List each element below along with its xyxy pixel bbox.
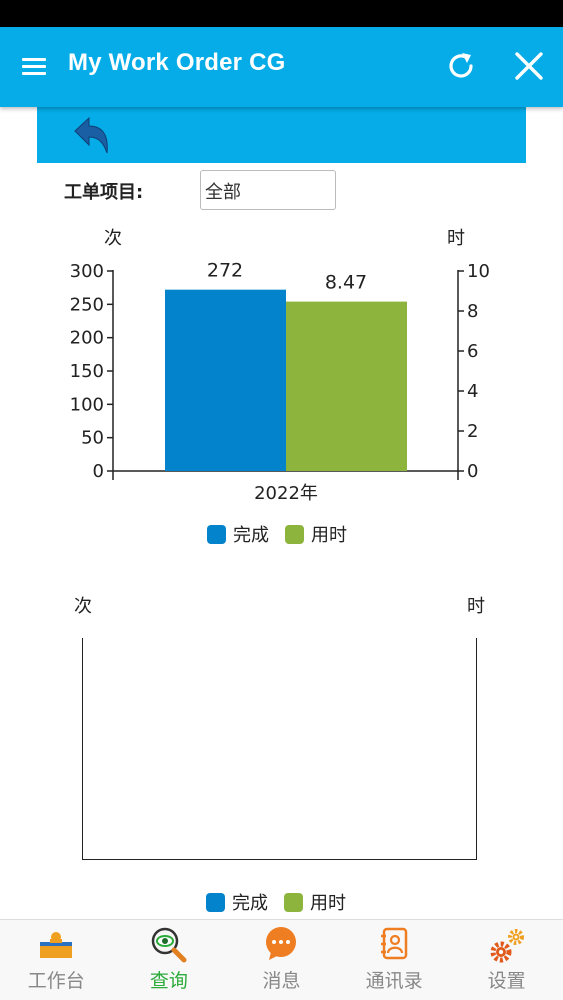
tab-search[interactable]: 查询 <box>113 920 226 1000</box>
bar-chart: 300 250 200 150 100 50 0 10 8 6 4 2 0 272 8.47 2022… <box>70 260 490 504</box>
left-tick-label: 200 <box>70 328 104 349</box>
workbench-icon <box>40 932 73 958</box>
legend-swatch-time <box>285 524 304 544</box>
bar-done-label: 272 <box>207 260 243 282</box>
menu-icon <box>22 58 46 61</box>
tab-settings[interactable]: 设置 <box>450 920 563 1000</box>
filter-label: 工单项目: <box>64 182 144 203</box>
right-tick-label: 2 <box>467 421 478 442</box>
bar-time-label: 8.47 <box>325 272 367 294</box>
right-tick-label: 4 <box>467 381 478 402</box>
category-label: 2022年 <box>254 483 318 504</box>
left-axis-unit: 次 <box>104 228 122 249</box>
app-bar: My Work Order CG <box>0 27 563 107</box>
back-button[interactable] <box>71 115 115 157</box>
status-bar <box>0 0 563 27</box>
chart1-legend: 完成 用时 <box>207 521 363 547</box>
app-title: My Work Order CG <box>68 49 286 76</box>
legend-swatch-done <box>207 524 226 544</box>
right-tick-label: 10 <box>467 261 490 282</box>
left-tick-label: 150 <box>70 361 104 382</box>
left-tick-label: 100 <box>70 394 104 415</box>
bottom-tab-bar: 工作台 查询 消息 通讯录 <box>0 919 563 1000</box>
search-eye-icon <box>151 927 187 963</box>
contacts-icon <box>381 927 408 960</box>
right-tick-label: 8 <box>467 301 478 322</box>
tab-messages[interactable]: 消息 <box>225 920 338 1000</box>
legend-item-time[interactable]: 用时 <box>285 521 347 547</box>
left-tick-label: 250 <box>70 294 104 315</box>
empty-chart-area <box>82 638 477 860</box>
tab-contacts[interactable]: 通讯录 <box>338 920 451 1000</box>
tab-workbench[interactable]: 工作台 <box>0 920 113 1000</box>
left-tick-label: 0 <box>93 461 104 482</box>
legend-swatch-time <box>284 892 303 912</box>
menu-button[interactable] <box>20 53 48 81</box>
chart2-legend: 完成 用时 <box>206 889 362 915</box>
refresh-icon <box>449 53 473 78</box>
refresh-button[interactable] <box>444 49 478 83</box>
legend-item-done[interactable]: 完成 <box>206 889 268 915</box>
legend-item-done[interactable]: 完成 <box>207 521 269 547</box>
message-icon <box>266 927 297 960</box>
legend-swatch-done <box>206 892 225 912</box>
legend-item-time[interactable]: 用时 <box>284 889 346 915</box>
bar-time <box>286 301 407 471</box>
bar-done <box>165 289 286 471</box>
right-tick-label: 6 <box>467 341 478 362</box>
project-select[interactable]: 全部 <box>200 170 336 210</box>
left-tick-label: 50 <box>81 428 104 449</box>
gear-icon <box>490 929 524 963</box>
chart2-left-axis-unit: 次 <box>74 596 92 617</box>
right-tick-label: 0 <box>467 461 478 482</box>
toolbar <box>37 107 526 163</box>
right-axis-unit: 时 <box>447 228 465 249</box>
back-arrow-icon <box>74 116 108 154</box>
chart2-right-axis-unit: 时 <box>467 596 485 617</box>
close-icon <box>515 52 543 80</box>
left-tick-label: 300 <box>70 261 104 282</box>
close-button[interactable] <box>512 49 546 83</box>
